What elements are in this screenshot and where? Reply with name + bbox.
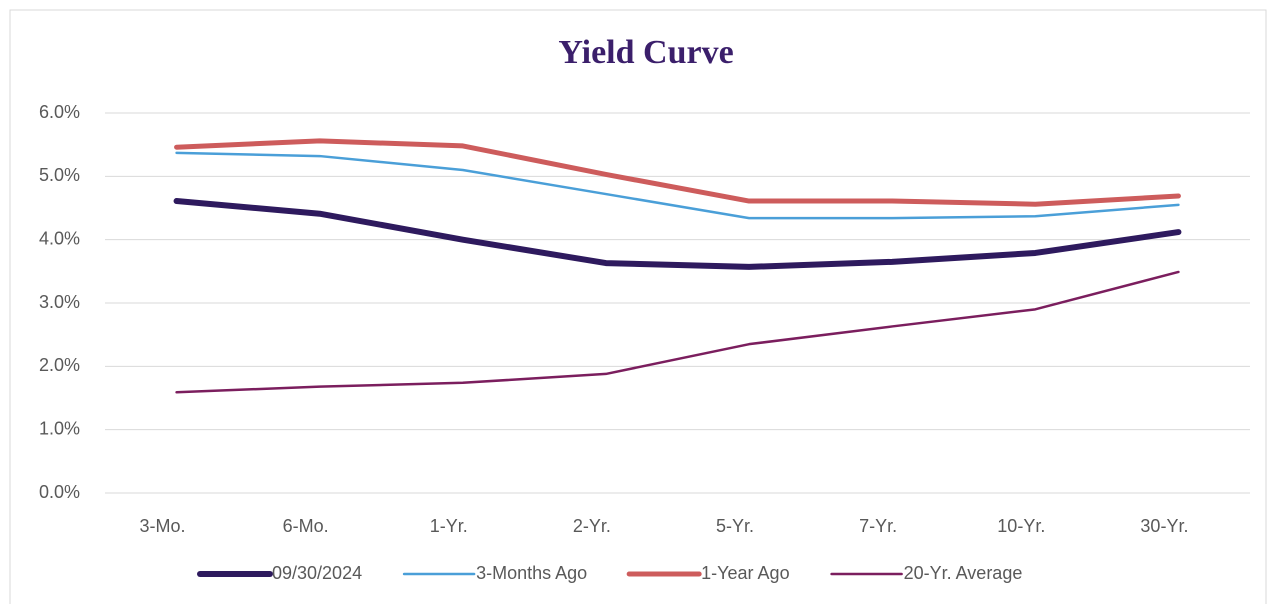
legend-label: 09/30/2024	[272, 563, 362, 583]
line-series	[174, 138, 1181, 207]
x-tick-label: 30-Yr.	[1140, 516, 1188, 536]
x-tick-label: 1-Yr.	[430, 516, 468, 536]
legend-label: 1-Year Ago	[701, 563, 789, 583]
line-series	[175, 151, 1180, 220]
y-tick-label: 2.0%	[39, 355, 80, 375]
y-tick-label: 5.0%	[39, 165, 80, 185]
x-tick-label: 7-Yr.	[859, 516, 897, 536]
x-tick-label: 6-Mo.	[283, 516, 329, 536]
y-tick-label: 6.0%	[39, 102, 80, 122]
x-tick-label: 10-Yr.	[997, 516, 1045, 536]
legend-label: 3-Months Ago	[476, 563, 587, 583]
y-tick-label: 4.0%	[39, 228, 80, 248]
x-tick-label: 3-Mo.	[140, 516, 186, 536]
chart-title: Yield Curve	[558, 34, 733, 71]
y-tick-label: 0.0%	[39, 482, 80, 502]
legend-label: 20-Yr. Average	[904, 563, 1023, 583]
line-series	[175, 270, 1180, 394]
y-tick-label: 1.0%	[39, 418, 80, 438]
line-series	[173, 198, 1182, 270]
chart-frame	[9, 9, 1267, 604]
y-tick-label: 3.0%	[39, 292, 80, 312]
x-tick-label: 5-Yr.	[716, 516, 754, 536]
x-tick-label: 2-Yr.	[573, 516, 611, 536]
